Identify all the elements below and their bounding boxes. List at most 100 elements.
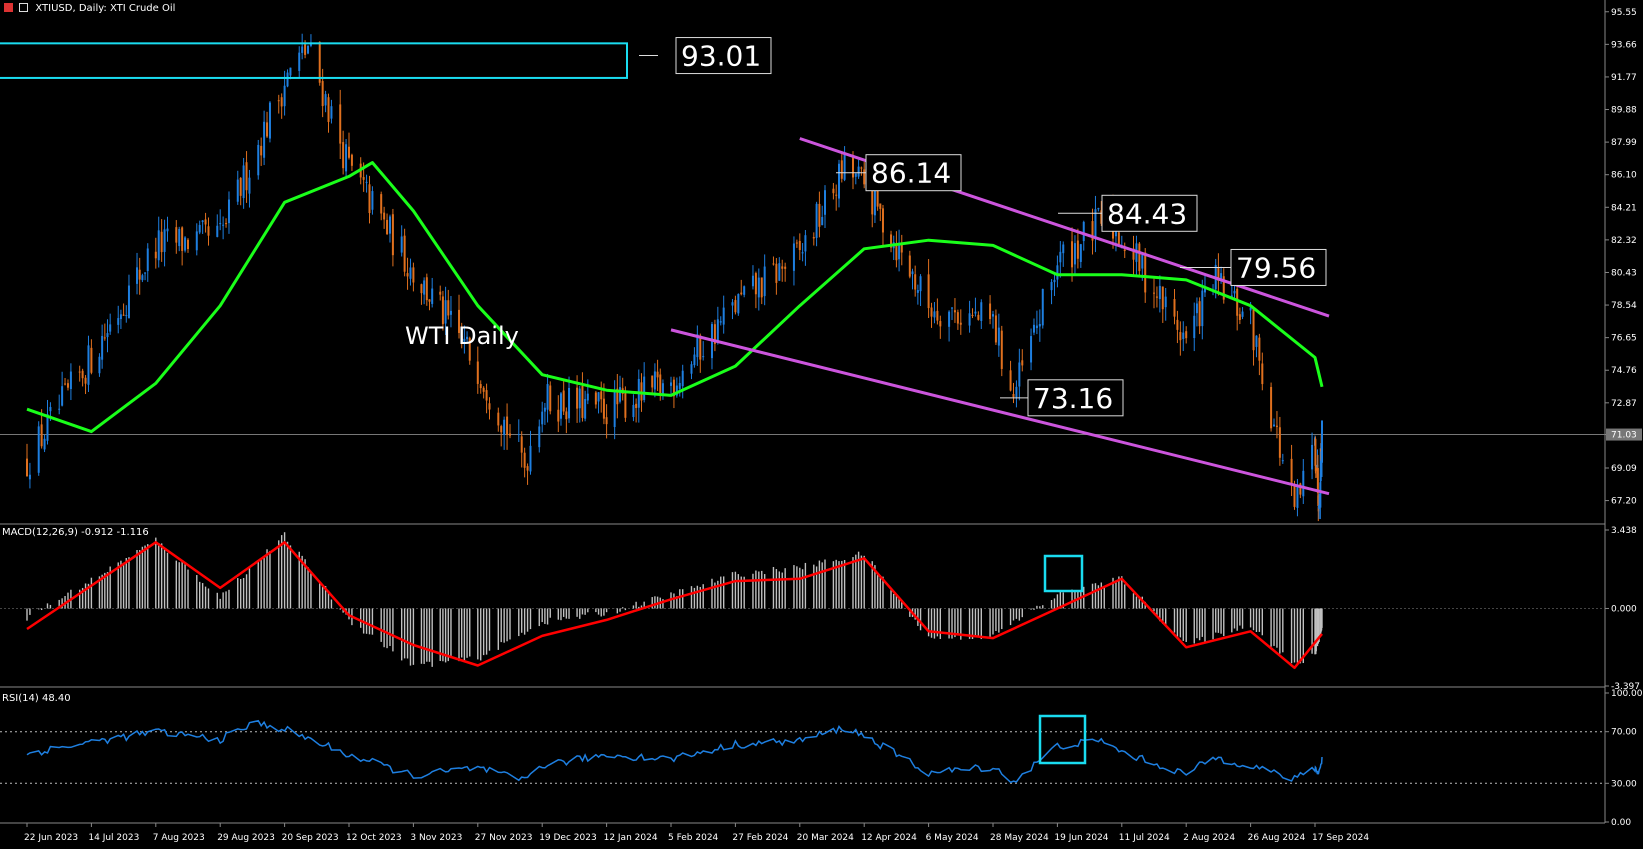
candle-body: [1318, 505, 1321, 509]
candle-body: [69, 371, 72, 390]
candle-body: [1100, 210, 1103, 224]
candle-body: [559, 393, 562, 419]
candle-body: [602, 398, 605, 419]
candle-body: [342, 142, 345, 169]
candle-body: [242, 165, 245, 199]
candle-body: [106, 333, 109, 338]
candle-body: [852, 155, 854, 178]
candle-body: [321, 81, 324, 107]
candle-body: [1203, 287, 1206, 293]
price-tick-label: 74.76: [1611, 366, 1637, 376]
candle-body: [122, 314, 125, 316]
rsi-label: RSI(14) 48.40: [2, 693, 71, 704]
candle-body: [959, 322, 962, 325]
candle-body: [549, 385, 552, 412]
watermark-label: WTI Daily: [405, 322, 519, 350]
candle-body: [835, 194, 838, 196]
candle-body: [66, 383, 69, 388]
candle-body: [1041, 289, 1044, 326]
candle-body: [702, 356, 705, 358]
candle-body: [138, 269, 141, 280]
candle-body: [266, 122, 269, 137]
candle-body: [1155, 296, 1158, 298]
candle-body: [840, 160, 843, 179]
candle-body: [268, 102, 271, 139]
candle-body: [1220, 273, 1223, 279]
candle-body: [1319, 482, 1322, 508]
candle-body: [876, 187, 879, 207]
candle-body: [1153, 292, 1155, 294]
moving-average-line: [26, 161, 1324, 434]
candle-body: [260, 145, 263, 156]
price-tick-label: 89.88: [1611, 106, 1637, 116]
candle-body: [900, 244, 903, 253]
candle-body: [968, 313, 971, 326]
price-tick-label: 67.20: [1611, 497, 1637, 507]
candle-body: [584, 398, 587, 419]
candle-body: [506, 416, 509, 435]
candle-body: [1249, 307, 1252, 311]
candle-body: [1316, 467, 1319, 494]
candle-body: [843, 152, 846, 180]
candle-body: [681, 370, 684, 387]
candle-body: [1059, 251, 1062, 263]
candle-body: [49, 406, 52, 412]
candle-body: [1009, 370, 1012, 391]
bar-chart-icon[interactable]: [19, 3, 29, 12]
callout-label: 79.56: [1236, 251, 1316, 284]
candle-body: [1182, 332, 1185, 340]
candle-body: [1164, 296, 1167, 308]
candle-body: [699, 335, 702, 360]
candle-body: [994, 315, 997, 343]
candle-body: [388, 216, 391, 234]
candle-body: [895, 244, 898, 261]
candle-body: [977, 314, 980, 320]
candle-body: [144, 272, 147, 274]
candle-body: [670, 382, 672, 386]
candle-body: [403, 235, 406, 272]
axes-layer: 95.55 93.66 91.77 89.88 87.99 86.10 84.21 82.32…: [24, 8, 1643, 843]
price-tick-label: 82.32: [1611, 236, 1637, 246]
candle-body: [873, 186, 876, 216]
grid-layer: [0, 0, 1606, 824]
candle-body: [1062, 244, 1065, 254]
price-tick-label: 71.03: [1611, 431, 1637, 441]
candle-body: [391, 214, 394, 256]
candle-body: [1281, 460, 1284, 462]
candle-body: [479, 384, 482, 389]
date-tick-label: 12 Apr 2024: [861, 833, 917, 843]
candle-body: [722, 307, 725, 325]
macd-layer: [0, 532, 1605, 670]
candle-body: [1314, 438, 1317, 466]
candle-body: [103, 337, 106, 339]
callout-box: [1027, 379, 1124, 417]
candle-body: [1132, 248, 1135, 260]
candle-body: [78, 371, 81, 373]
symbol-title: XTIUSD, Daily: XTI Crude Oil: [35, 3, 176, 14]
candle-body: [127, 285, 130, 318]
candle-body: [578, 388, 581, 409]
candle-body: [1315, 467, 1318, 471]
candle-body: [87, 345, 90, 385]
candle-body: [468, 337, 471, 361]
candle-body: [879, 203, 882, 209]
date-tick-label: 2 Aug 2024: [1183, 833, 1235, 843]
macd-highlight-box: [1043, 554, 1084, 593]
candle-body: [204, 219, 207, 225]
date-tick-label: 19 Jun 2024: [1054, 833, 1108, 843]
candle-body: [90, 347, 93, 373]
candle-body: [1050, 282, 1053, 291]
candle-body: [441, 296, 444, 325]
candle-body: [734, 300, 737, 313]
callout-label: 84.43: [1107, 197, 1187, 230]
candle-body: [428, 299, 431, 302]
price-tick-label: 87.99: [1611, 138, 1637, 148]
candle-body: [476, 361, 479, 384]
candle-body: [600, 391, 603, 400]
candle-body: [125, 315, 128, 317]
chart-icon: [4, 3, 13, 12]
candle-body: [1076, 240, 1079, 259]
date-tick-label: 7 Aug 2023: [153, 833, 205, 843]
candle-body: [109, 324, 112, 332]
candle-body: [28, 474, 31, 480]
